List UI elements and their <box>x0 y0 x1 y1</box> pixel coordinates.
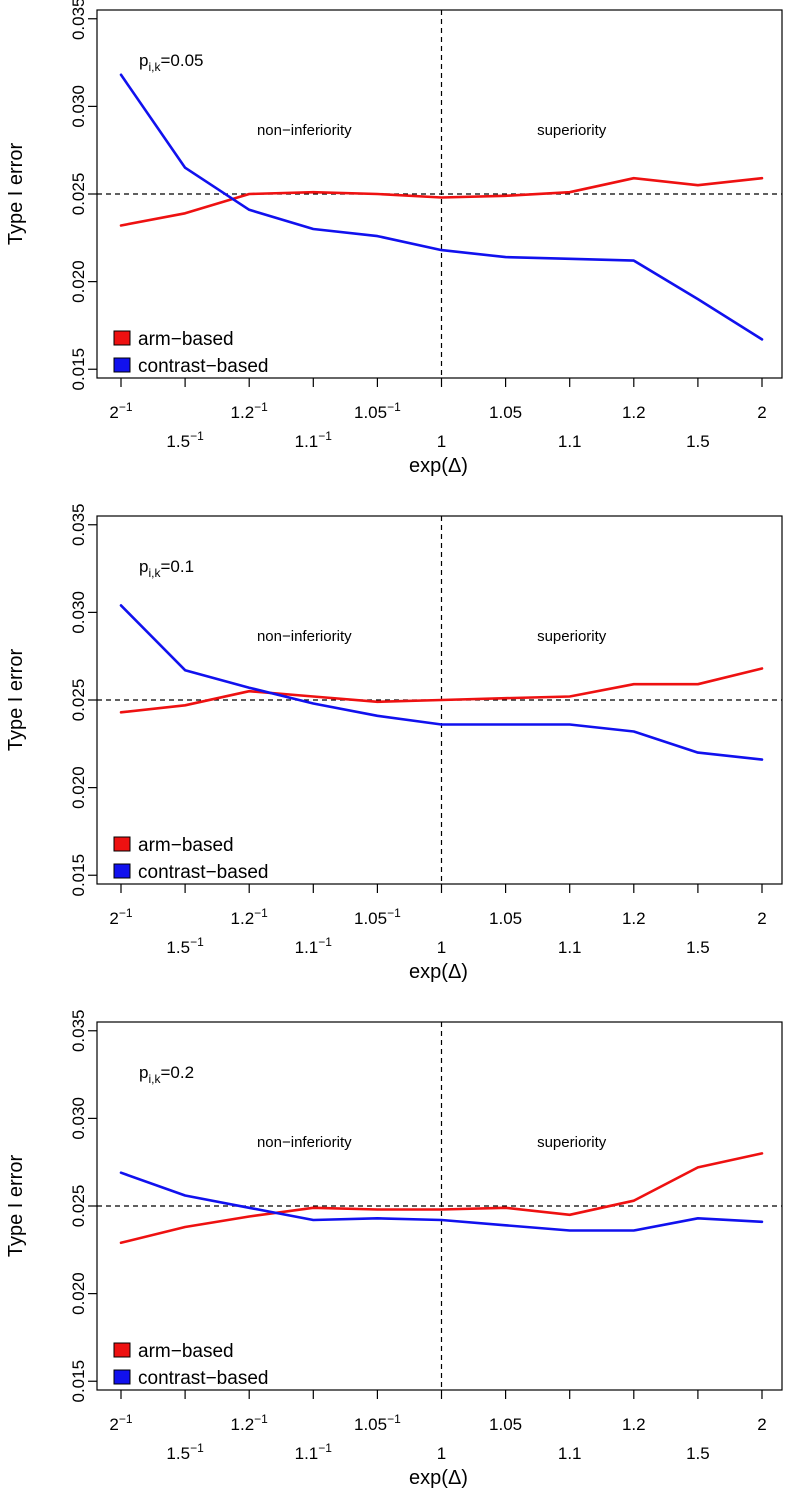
y-tick-label: 0.030 <box>69 591 88 634</box>
x-tick-label: 1.1 <box>558 1444 582 1463</box>
x-tick-label: 1.05−1 <box>354 1412 401 1434</box>
y-tick-label: 0.035 <box>69 503 88 546</box>
y-tick-label: 0.035 <box>69 0 88 40</box>
y-tick-label: 0.025 <box>69 173 88 216</box>
legend-swatch <box>113 1369 131 1385</box>
y-tick-label: 0.020 <box>69 260 88 303</box>
legend-swatch <box>113 863 131 879</box>
x-tick-label: 2 <box>757 909 766 928</box>
legend-label: arm−based <box>138 329 234 350</box>
panel-label: pi,k=0.2 <box>139 1063 194 1086</box>
y-tick-label: 0.020 <box>69 1272 88 1315</box>
y-tick-label: 0.035 <box>69 1009 88 1052</box>
x-tick-label: 1.1 <box>558 432 582 451</box>
region-label-noninferiority: non−inferiority <box>257 628 352 645</box>
x-tick-label: 1.5 <box>686 1444 710 1463</box>
x-tick-label: 2−1 <box>109 400 132 422</box>
legend-swatch <box>113 330 131 346</box>
series-line-arm-based <box>119 667 764 714</box>
legend-label: arm−based <box>138 835 234 856</box>
x-tick-label: 1.5 <box>686 938 710 957</box>
x-tick-label: 1.1−1 <box>295 935 333 957</box>
y-axis-label: Type I error <box>5 1155 27 1258</box>
legend-swatch <box>113 1342 131 1358</box>
chart-panel-2: 0.015 0.020 0.025 0.030 0.035 Type I error 2−1… <box>5 503 783 983</box>
panel-label: pi,k=0.1 <box>139 557 194 580</box>
y-tick-label: 0.030 <box>69 85 88 128</box>
chart-panel-1: 0.015 0.020 0.025 0.030 0.035 Type I error 2−1… <box>5 0 783 477</box>
x-tick-label: 1 <box>437 432 446 451</box>
y-tick-label: 0.015 <box>69 854 88 897</box>
legend-label: contrast−based <box>138 1368 268 1389</box>
region-label-superiority: superiority <box>537 1134 607 1151</box>
x-tick-label: 1.05−1 <box>354 906 401 928</box>
x-tick-label: 2 <box>757 1415 766 1434</box>
legend-swatch <box>113 357 131 373</box>
x-tick-label: 1.5−1 <box>166 429 204 451</box>
y-tick-label: 0.015 <box>69 348 88 391</box>
x-tick-label: 1.5−1 <box>166 1441 204 1463</box>
x-tick-label: 1.1 <box>558 938 582 957</box>
x-tick-label: 1 <box>437 938 446 957</box>
legend-label: contrast−based <box>138 356 268 377</box>
series-line-contrast-based <box>119 604 764 761</box>
x-axis-label: exp(Δ) <box>409 1467 468 1489</box>
x-tick-label: 1.05−1 <box>354 400 401 422</box>
legend-label: contrast−based <box>138 862 268 883</box>
x-tick-label: 1.2−1 <box>231 400 269 422</box>
x-axis-label: exp(Δ) <box>409 455 468 477</box>
y-tick-label: 0.025 <box>69 1185 88 1228</box>
x-tick-label: 2 <box>757 403 766 422</box>
region-label-superiority: superiority <box>537 628 607 645</box>
series-line-contrast-based <box>119 73 764 341</box>
legend-label: arm−based <box>138 1341 234 1362</box>
x-tick-label: 1.2−1 <box>231 1412 269 1434</box>
series-line-arm-based <box>119 1152 764 1245</box>
legend-swatch <box>113 836 131 852</box>
x-tick-label: 1.2 <box>622 1415 646 1434</box>
x-tick-label: 2−1 <box>109 906 132 928</box>
chart-panel-3: 0.015 0.020 0.025 0.030 0.035 Type I error 2−1… <box>5 1009 783 1489</box>
x-tick-label: 1.1−1 <box>295 429 333 451</box>
y-tick-label: 0.015 <box>69 1360 88 1403</box>
x-tick-label: 1.5−1 <box>166 935 204 957</box>
region-label-noninferiority: non−inferiority <box>257 1134 352 1151</box>
series-line-arm-based <box>119 176 764 227</box>
x-tick-label: 1.05 <box>489 909 522 928</box>
x-tick-label: 1.05 <box>489 403 522 422</box>
region-label-superiority: superiority <box>537 122 607 139</box>
y-tick-label: 0.020 <box>69 766 88 809</box>
x-tick-label: 1.1−1 <box>295 1441 333 1463</box>
region-label-noninferiority: non−inferiority <box>257 122 352 139</box>
y-tick-label: 0.030 <box>69 1097 88 1140</box>
x-tick-label: 1.2 <box>622 909 646 928</box>
x-tick-label: 1.05 <box>489 1415 522 1434</box>
y-tick-label: 0.025 <box>69 679 88 722</box>
panel-label: pi,k=0.05 <box>139 51 203 74</box>
x-tick-label: 1.2 <box>622 403 646 422</box>
y-axis-label: Type I error <box>5 649 27 752</box>
x-tick-label: 1.5 <box>686 432 710 451</box>
x-tick-label: 2−1 <box>109 1412 132 1434</box>
y-axis-label: Type I error <box>5 143 27 246</box>
x-tick-label: 1 <box>437 1444 446 1463</box>
x-tick-label: 1.2−1 <box>231 906 269 928</box>
x-axis-label: exp(Δ) <box>409 961 468 983</box>
series-line-contrast-based <box>119 1171 764 1232</box>
